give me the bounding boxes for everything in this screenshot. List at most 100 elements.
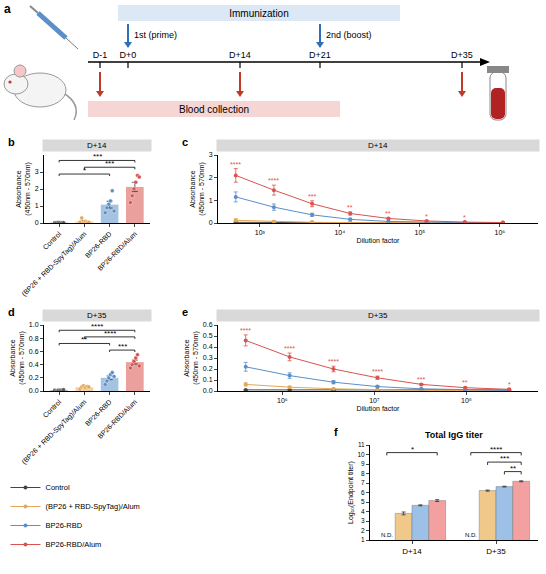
- svg-text:BP26-RBD/Alum: BP26-RBD/Alum: [45, 540, 101, 549]
- svg-text:D+21: D+21: [309, 50, 331, 60]
- svg-text:**: **: [81, 335, 87, 344]
- svg-text:****: ****: [490, 445, 502, 454]
- svg-text:b: b: [8, 136, 15, 148]
- svg-text:(BP26 + RBD-SpyTag)/Alum: (BP26 + RBD-SpyTag)/Alum: [20, 230, 88, 298]
- svg-text:1: 1: [35, 202, 39, 209]
- svg-text:0.8: 0.8: [29, 335, 39, 342]
- svg-text:D+0: D+0: [120, 50, 137, 60]
- svg-text:***: ***: [118, 342, 127, 351]
- svg-text:3: 3: [209, 151, 213, 158]
- svg-text:10⁴: 10⁴: [334, 229, 345, 236]
- svg-text:D+35: D+35: [87, 311, 107, 320]
- svg-text:8: 8: [361, 470, 365, 477]
- svg-text:0.4: 0.4: [203, 343, 213, 350]
- svg-text:10: 10: [357, 451, 365, 458]
- svg-text:11: 11: [358, 441, 365, 448]
- svg-text:****: ****: [230, 161, 241, 168]
- svg-text:Log₁₀(Endpoint titer): Log₁₀(Endpoint titer): [347, 461, 355, 524]
- svg-text:BP26-RBD: BP26-RBD: [84, 398, 113, 427]
- svg-text:Immunization: Immunization: [229, 8, 288, 19]
- svg-text:(BP26 + RBD-SpyTag)/Alum: (BP26 + RBD-SpyTag)/Alum: [45, 502, 139, 511]
- svg-text:***: ***: [417, 376, 425, 383]
- svg-text:****: ****: [268, 177, 279, 184]
- svg-text:D+14: D+14: [402, 547, 422, 556]
- svg-text:N.D.: N.D.: [465, 532, 477, 538]
- svg-text:**: **: [510, 464, 516, 473]
- svg-text:Dilution factor: Dilution factor: [357, 237, 400, 244]
- svg-text:***: ***: [93, 152, 102, 161]
- svg-text:D+35: D+35: [486, 547, 506, 556]
- svg-text:BP26-RBD/Alum: BP26-RBD/Alum: [96, 398, 138, 440]
- svg-text:***: ***: [308, 193, 316, 200]
- svg-text:****: ****: [328, 358, 339, 365]
- svg-text:(BP26 + RBD-SpyTag)/Alum: (BP26 + RBD-SpyTag)/Alum: [20, 398, 88, 466]
- svg-text:****: ****: [284, 345, 295, 352]
- svg-text:****: ****: [104, 329, 116, 338]
- svg-text:10⁶: 10⁶: [494, 229, 505, 236]
- svg-text:10⁷: 10⁷: [369, 397, 380, 404]
- svg-text:Absorbance(450nm - 570nm): Absorbance(450nm - 570nm): [183, 331, 200, 385]
- svg-text:BP26-RBD: BP26-RBD: [84, 230, 113, 259]
- svg-text:Control: Control: [41, 398, 62, 419]
- svg-text:10³: 10³: [255, 229, 266, 236]
- svg-text:0.6: 0.6: [29, 348, 39, 355]
- svg-text:0.6: 0.6: [203, 321, 213, 328]
- svg-text:****: ****: [372, 368, 383, 375]
- svg-text:D+14: D+14: [87, 141, 107, 150]
- svg-text:4: 4: [361, 508, 365, 515]
- svg-text:a: a: [4, 2, 11, 16]
- svg-text:Dilution factor: Dilution factor: [357, 405, 400, 412]
- svg-text:f: f: [334, 426, 338, 438]
- svg-text:2nd (boost): 2nd (boost): [326, 30, 372, 40]
- svg-text:*: *: [83, 166, 86, 175]
- svg-text:*: *: [508, 381, 511, 388]
- svg-text:5: 5: [361, 498, 365, 505]
- svg-text:D+35: D+35: [451, 50, 473, 60]
- svg-text:2: 2: [361, 527, 365, 534]
- svg-text:N.D.: N.D.: [381, 532, 393, 538]
- svg-text:6: 6: [361, 489, 365, 496]
- svg-text:0.1: 0.1: [203, 376, 213, 383]
- svg-text:*: *: [411, 445, 414, 454]
- svg-text:0: 0: [35, 219, 39, 226]
- svg-text:Total IgG titer: Total IgG titer: [425, 430, 483, 440]
- svg-text:***: ***: [500, 454, 509, 463]
- svg-text:0.3: 0.3: [203, 354, 213, 361]
- svg-text:1: 1: [209, 197, 213, 204]
- svg-text:BP26-RBD: BP26-RBD: [45, 521, 82, 530]
- svg-text:0.5: 0.5: [203, 332, 213, 339]
- svg-text:2: 2: [35, 185, 39, 192]
- svg-text:0.2: 0.2: [203, 365, 213, 372]
- svg-text:Control: Control: [45, 483, 70, 492]
- svg-text:D+14: D+14: [368, 141, 388, 150]
- svg-text:10⁸: 10⁸: [461, 397, 472, 404]
- svg-text:3: 3: [35, 168, 39, 175]
- svg-text:**: **: [385, 210, 391, 217]
- svg-text:c: c: [182, 136, 188, 148]
- svg-text:Absorbance(450nm - 570nm): Absorbance(450nm - 570nm): [15, 162, 32, 216]
- svg-text:BP26-RBD/Alum: BP26-RBD/Alum: [96, 230, 138, 272]
- svg-text:D+14: D+14: [229, 50, 251, 60]
- svg-text:9: 9: [361, 460, 365, 467]
- svg-text:d: d: [8, 306, 15, 318]
- svg-text:2: 2: [209, 174, 213, 181]
- svg-text:0.4: 0.4: [29, 361, 39, 368]
- svg-text:0: 0: [209, 219, 213, 226]
- svg-text:D-1: D-1: [93, 50, 108, 60]
- svg-text:****: ****: [240, 327, 251, 334]
- svg-text:1st (prime): 1st (prime): [134, 30, 177, 40]
- svg-text:7: 7: [361, 479, 365, 486]
- svg-text:Absorbance(450nm - 570nm): Absorbance(450nm - 570nm): [189, 162, 206, 216]
- svg-text:*: *: [463, 214, 466, 221]
- svg-text:**: **: [462, 379, 468, 386]
- svg-text:**: **: [347, 204, 353, 211]
- svg-text:0.0: 0.0: [29, 387, 39, 394]
- svg-text:D+35: D+35: [368, 311, 388, 320]
- svg-text:Absorbance(450nm - 570nm): Absorbance(450nm - 570nm): [9, 331, 26, 385]
- svg-text:****: ****: [91, 322, 103, 331]
- svg-text:1: 1: [361, 536, 365, 543]
- svg-text:0.2: 0.2: [29, 374, 39, 381]
- svg-text:1.0: 1.0: [29, 321, 39, 328]
- svg-text:3: 3: [361, 517, 365, 524]
- svg-text:10⁶: 10⁶: [277, 397, 288, 404]
